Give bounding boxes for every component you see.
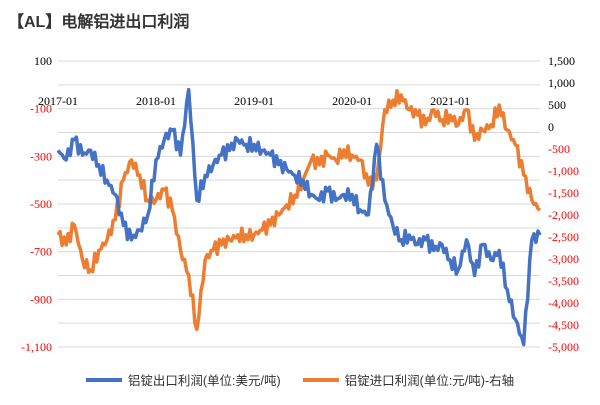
legend-label: 铝锭进口利润(单位:元/吨)-右轴 xyxy=(344,374,515,388)
left-tick-label: -500 xyxy=(30,197,52,211)
x-tick-label: 2020-01 xyxy=(332,94,372,108)
x-tick-label: 2017-01 xyxy=(38,94,78,108)
right-tick-label: -3,500 xyxy=(548,274,579,288)
right-tick-label: 1,000 xyxy=(548,76,575,90)
x-tick-label: 2019-01 xyxy=(234,94,274,108)
legend-item-export: 铝锭出口利润(单位:美元/吨) xyxy=(85,370,281,389)
left-tick-label: -700 xyxy=(30,245,52,259)
series-line-export xyxy=(56,87,542,347)
legend-swatch xyxy=(302,377,339,382)
x-tick-label: 2021-01 xyxy=(430,94,470,108)
right-tick-label: 500 xyxy=(548,98,566,112)
x-tick-label: 2018-01 xyxy=(136,94,176,108)
legend-item-import: 铝锭进口利润(单位:元/吨)-右轴 xyxy=(302,370,515,389)
left-tick-label: -900 xyxy=(30,292,52,306)
right-tick-label: -4,500 xyxy=(548,318,579,332)
legend-label: 铝锭出口利润(单位:美元/吨) xyxy=(127,374,281,388)
right-tick-label: -1,500 xyxy=(548,186,579,200)
left-tick-label: -1,100 xyxy=(21,340,52,354)
left-tick-label: 100 xyxy=(34,54,52,68)
legend-swatch xyxy=(85,377,122,382)
right-tick-label: -2,000 xyxy=(548,208,579,222)
right-tick-label: -4,000 xyxy=(548,296,579,310)
left-tick-label: -100 xyxy=(30,102,52,116)
right-tick-label: 0 xyxy=(548,120,554,134)
left-tick-label: -300 xyxy=(30,149,52,163)
right-tick-label: -1,000 xyxy=(548,164,579,178)
series-line-import xyxy=(56,88,542,332)
right-tick-label: -3,000 xyxy=(548,252,579,266)
right-tick-label: -5,000 xyxy=(548,340,579,354)
legend: 铝锭出口利润(单位:美元/吨) 铝锭进口利润(单位:元/吨)-右轴 xyxy=(0,370,600,389)
right-tick-label: 1,500 xyxy=(548,54,575,68)
chart-title: 【AL】电解铝进出口利润 xyxy=(8,14,190,31)
right-tick-label: -2,500 xyxy=(548,230,579,244)
right-tick-label: -500 xyxy=(548,142,570,156)
